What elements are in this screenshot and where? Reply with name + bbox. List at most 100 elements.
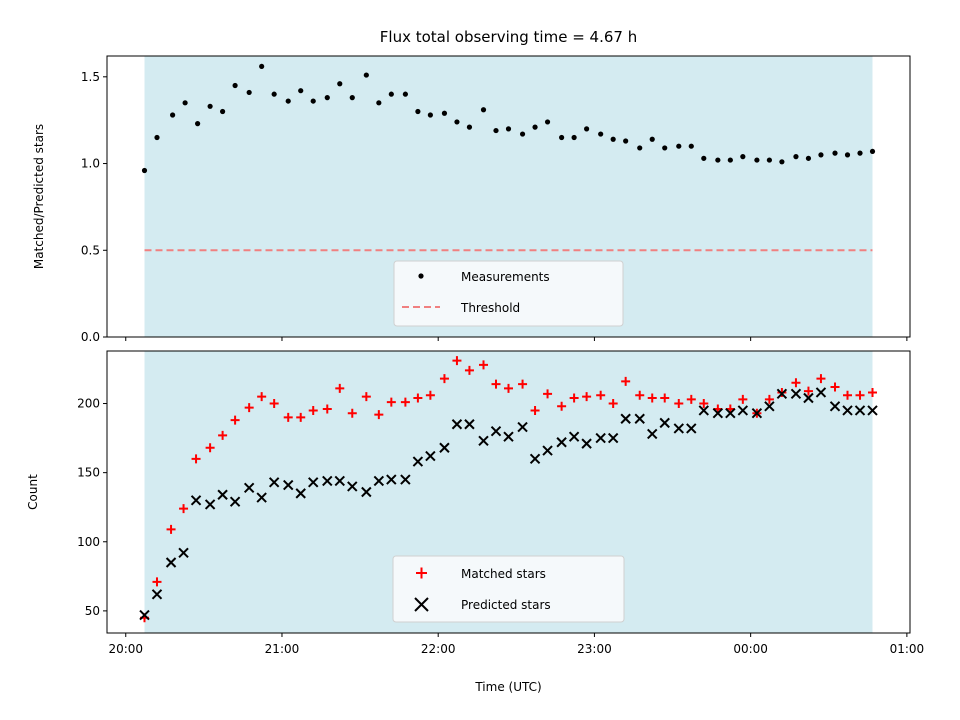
x-tick-label: 00:00 (733, 642, 768, 656)
bottom-legend-box (392, 555, 625, 623)
predicted-star-point (751, 407, 763, 419)
predicted-star-point (334, 475, 345, 487)
measurement-point (754, 157, 760, 163)
predicted-star-point (503, 431, 514, 442)
legend-matched-label: Matched stars (461, 567, 546, 581)
legend-matched-marker (416, 567, 427, 579)
matched-star-point (152, 577, 162, 587)
matched-star-point (608, 399, 618, 409)
predicted-star-point (490, 425, 502, 437)
matched-star-point (322, 404, 332, 414)
legend-predicted-label: Predicted stars (461, 598, 551, 612)
predicted-star-point (686, 423, 697, 434)
measurement-point (544, 119, 551, 125)
bottom-panel-y-ticks: 50 100 150 200 (77, 397, 107, 618)
predicted-star-point (229, 496, 241, 507)
legend-predicted-marker (414, 597, 429, 612)
predicted-star-point (698, 405, 709, 416)
y-tick-label: 150 (77, 466, 100, 480)
y-tick-label: 50 (85, 604, 100, 618)
predicted-star-point (764, 401, 775, 412)
measurement-point (454, 119, 460, 125)
bottom-panel-x-ticks: 20:00 21:00 22:00 23:00 00:00 01:00 (108, 633, 924, 656)
measurement-point (649, 136, 655, 142)
measurement-point (285, 98, 291, 104)
measurement-point (779, 159, 785, 165)
predicted-star-point (451, 419, 463, 430)
y-tick-label: 0.0 (81, 330, 100, 344)
top-panel: 0.0 0.5 1.0 1.5 Flux total observing time =… (32, 28, 911, 344)
matched-star-point (230, 415, 240, 425)
predicted-star-point (295, 488, 306, 499)
measurement-point (676, 143, 682, 149)
predicted-star-point (854, 405, 866, 416)
measurement-point (818, 152, 824, 158)
predicted-star-point (139, 609, 150, 621)
bottom-panel: 50 100 150 200 20:00 21:00 22:00 23:00 00:00 01:… (26, 350, 924, 694)
matched-star-point (296, 412, 306, 422)
measurement-point (298, 88, 304, 94)
predicted-star-point (517, 421, 528, 433)
matched-star-point (518, 379, 528, 389)
predicted-star-point (867, 405, 878, 416)
predicted-star-point (803, 392, 814, 404)
matched-star-point (179, 504, 189, 514)
predicted-star-point (243, 482, 255, 494)
measurement-point (246, 89, 252, 96)
measurement-point (793, 154, 799, 160)
predicted-star-point (190, 495, 202, 506)
matched-star-point (479, 360, 489, 370)
predicted-star-point (165, 557, 177, 568)
predicted-star-point (815, 387, 827, 398)
measurement-point (688, 143, 694, 149)
predicted-star-point (217, 489, 228, 500)
matched-star-point (569, 393, 579, 403)
matched-star-point (439, 374, 449, 384)
predicted-star-point (425, 450, 436, 462)
top-panel-y-ticks: 0.0 0.5 1.0 1.5 (81, 70, 107, 344)
matched-star-point (374, 410, 384, 420)
measurement-point (727, 157, 733, 163)
x-axis-label: Time (UTC) (474, 680, 541, 694)
measurement-point (701, 155, 707, 161)
matched-star-point (491, 379, 501, 389)
predicted-star-point (737, 405, 749, 416)
measurement-point (505, 126, 512, 132)
matched-star-point (283, 412, 293, 422)
measurement-point (182, 100, 188, 106)
predicted-star-point (829, 401, 841, 412)
measurement-point (766, 157, 772, 163)
measurement-point (740, 154, 746, 160)
measurement-point (441, 110, 448, 116)
top-legend: Measurements Threshold (393, 260, 624, 327)
matched-star-point (244, 403, 254, 413)
top-panel-x-ticks (125, 337, 908, 341)
top-y-axis-label: Matched/Predicted stars (32, 124, 46, 269)
measurement-point (519, 131, 526, 137)
predicted-star-point (412, 456, 424, 467)
matched-star-point (582, 392, 592, 402)
predicted-star-point (725, 407, 736, 419)
matched-star-point (855, 390, 865, 400)
x-tick-label: 23:00 (577, 642, 612, 656)
matched-star-point (686, 394, 696, 404)
bottom-panel-frame (106, 350, 911, 634)
matched-star-point (557, 401, 567, 411)
predicted-star-point (178, 547, 189, 559)
measurement-point (388, 91, 394, 97)
x-tick-label: 22:00 (421, 642, 456, 656)
measurement-point (310, 98, 316, 104)
matched-star-point (791, 378, 801, 388)
predicted-star-point (400, 474, 411, 485)
matched-star-point (674, 399, 684, 409)
measurement-point (805, 155, 812, 161)
predicted-star-point (634, 413, 645, 424)
matched-star-point (218, 430, 228, 440)
matched-star-point (400, 397, 410, 407)
x-tick-label: 20:00 (108, 642, 143, 656)
measurement-point (857, 150, 863, 156)
measurement-point (493, 127, 499, 134)
top-panel-marks (141, 63, 876, 252)
predicted-star-point (204, 499, 216, 510)
measurement-point (571, 134, 577, 141)
